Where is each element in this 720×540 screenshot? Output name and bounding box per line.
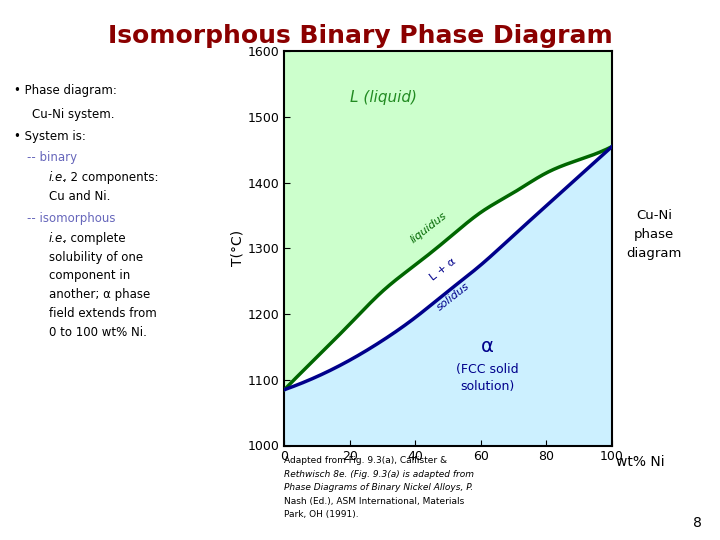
Text: Cu-Ni system.: Cu-Ni system.: [32, 108, 115, 121]
Text: L (liquid): L (liquid): [350, 90, 417, 105]
Text: Phase Diagrams of Binary Nickel Alloys, P.: Phase Diagrams of Binary Nickel Alloys, …: [284, 483, 474, 492]
Text: • Phase diagram:: • Phase diagram:: [14, 84, 117, 97]
Text: field extends from: field extends from: [49, 307, 157, 320]
Text: 0 to 100 wt% Ni.: 0 to 100 wt% Ni.: [49, 326, 147, 339]
Text: wt% Ni: wt% Ni: [616, 455, 665, 469]
Text: • System is:: • System is:: [14, 130, 86, 143]
Text: Rethwisch 8e. (Fig. 9.3(a) is adapted from: Rethwisch 8e. (Fig. 9.3(a) is adapted fr…: [284, 470, 474, 479]
Text: (FCC solid: (FCC solid: [456, 363, 519, 376]
Text: Park, OH (1991).: Park, OH (1991).: [284, 510, 359, 519]
Text: -- isomorphous: -- isomorphous: [27, 212, 116, 225]
Text: 8: 8: [693, 516, 702, 530]
Text: Isomorphous Binary Phase Diagram: Isomorphous Binary Phase Diagram: [107, 24, 613, 48]
Text: solubility of one: solubility of one: [49, 251, 143, 264]
Text: Cu-Ni
phase
diagram: Cu-Ni phase diagram: [626, 210, 681, 260]
Text: , complete: , complete: [63, 232, 126, 245]
Text: α: α: [481, 338, 494, 356]
Text: solidus: solidus: [435, 281, 472, 313]
Text: Nash (Ed.), ASM International, Materials: Nash (Ed.), ASM International, Materials: [284, 497, 464, 506]
Text: liquidus: liquidus: [409, 211, 449, 245]
Y-axis label: T(°C): T(°C): [231, 231, 245, 266]
Text: i.e.: i.e.: [49, 171, 67, 184]
Text: L + α: L + α: [428, 256, 459, 282]
Text: Adapted from Fig. 9.3(a), Callister &: Adapted from Fig. 9.3(a), Callister &: [284, 456, 448, 465]
Text: , 2 components:: , 2 components:: [63, 171, 159, 184]
Text: Cu and Ni.: Cu and Ni.: [49, 190, 110, 203]
Text: i.e.: i.e.: [49, 232, 67, 245]
Text: component in: component in: [49, 269, 130, 282]
Text: solution): solution): [460, 380, 515, 393]
Text: another; α phase: another; α phase: [49, 288, 150, 301]
Text: -- binary: -- binary: [27, 151, 78, 164]
